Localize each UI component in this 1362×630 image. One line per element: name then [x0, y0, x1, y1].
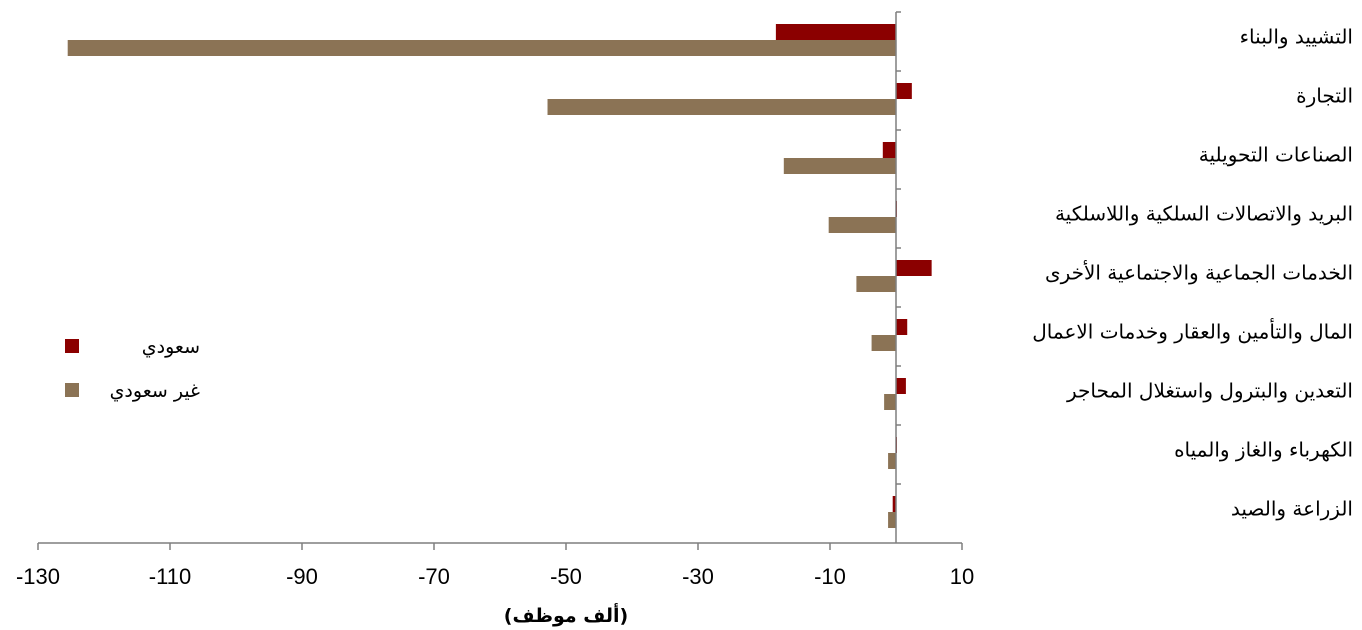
category-label: التشييد والبناء	[1240, 25, 1353, 49]
x-tick-label: -130	[16, 564, 60, 589]
bar-saudi	[892, 496, 896, 512]
category-label: المال والتأمين والعقار وخدمات الاعمال	[1032, 318, 1353, 344]
category-label: الصناعات التحويلية	[1199, 143, 1353, 167]
x-tick-label: -50	[550, 564, 582, 589]
category-labels: التشييد والبناء التجارة الصناعات التحويلية…	[1032, 25, 1353, 521]
x-tick-label: -110	[149, 564, 191, 589]
x-tick-label: -10	[814, 564, 846, 589]
legend-swatch	[65, 383, 79, 397]
bar-non-saudi	[884, 394, 896, 410]
x-axis-label: (ألف موظف)	[504, 603, 628, 627]
legend-label: سعودي	[142, 336, 200, 358]
bar-saudi	[896, 83, 912, 99]
category-label: الكهرباء والغاز والمياه	[1174, 438, 1353, 462]
bar-saudi	[775, 24, 896, 40]
category-label: التجارة	[1296, 84, 1353, 108]
x-tick-label: -70	[418, 564, 450, 589]
x-tick-label: -90	[286, 564, 318, 589]
bar-saudi	[882, 142, 896, 158]
bar-non-saudi	[888, 512, 896, 528]
category-label: الخدمات الجماعية والاجتماعية الأخرى	[1045, 261, 1353, 285]
category-label: الزراعة والصيد	[1231, 497, 1353, 521]
bars-layer	[67, 11, 932, 528]
bar-non-saudi	[547, 99, 896, 115]
category-label: البريد والاتصالات السلكية واللاسلكية	[1055, 202, 1353, 226]
legend: سعودي غير سعودي	[65, 336, 200, 402]
bar-non-saudi	[856, 276, 896, 292]
bar-saudi	[896, 378, 906, 394]
legend-label: غير سعودي	[110, 380, 200, 402]
bar-non-saudi	[871, 335, 896, 351]
axes-layer	[38, 12, 962, 544]
x-tick-label: -30	[682, 564, 714, 589]
category-label: التعدين والبترول واستغلال المحاجر	[1066, 379, 1353, 403]
x-tick-label: 10	[950, 564, 974, 589]
x-ticks: -130 -110 -90 -70 -50 -30 -10 10	[16, 543, 974, 589]
bar-non-saudi	[783, 158, 896, 174]
bar-non-saudi	[828, 217, 896, 233]
bar-saudi	[896, 260, 932, 276]
bar-non-saudi	[888, 453, 896, 469]
bar-non-saudi	[67, 40, 896, 56]
legend-swatch	[65, 339, 79, 353]
bar-saudi	[896, 319, 908, 335]
